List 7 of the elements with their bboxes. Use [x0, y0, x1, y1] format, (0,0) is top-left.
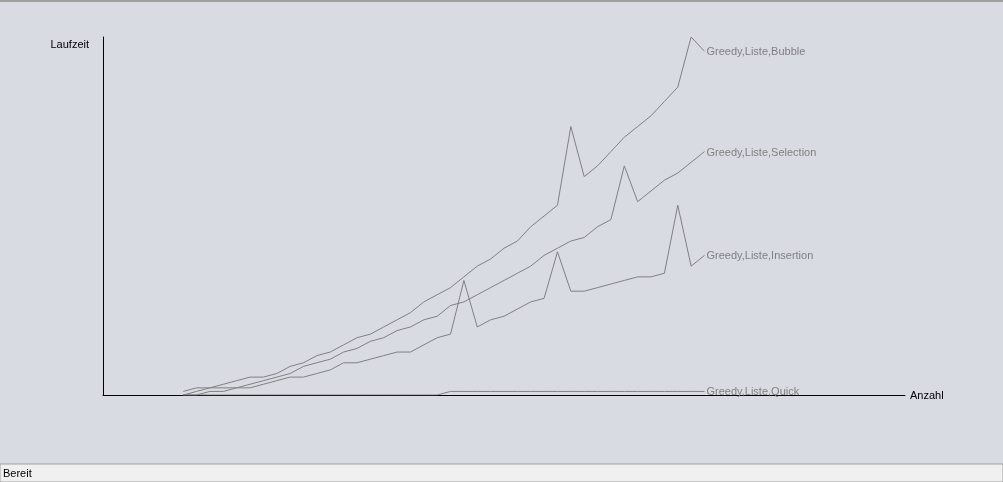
- series-label: Greedy,Liste,Insertion: [706, 249, 814, 262]
- text: Bereit: [3, 466, 32, 479]
- series-label: Greedy,Liste,Selection: [706, 145, 817, 158]
- x-axis-title: Anzahl: [910, 389, 944, 401]
- series-label: Greedy,Liste,Quick: [706, 385, 800, 398]
- y-axis-title: Laufzeit: [50, 37, 89, 50]
- series-label: Greedy,Liste,Bubble: [706, 45, 806, 58]
